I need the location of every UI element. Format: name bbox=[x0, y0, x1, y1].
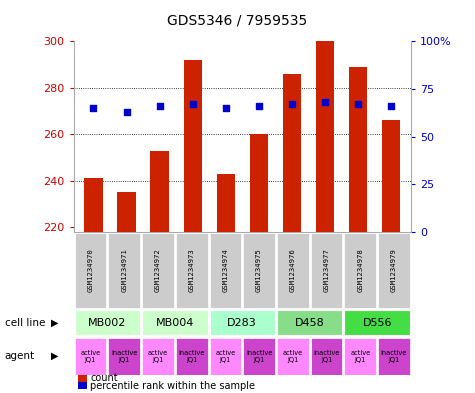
Text: MB002: MB002 bbox=[88, 318, 126, 328]
Bar bbox=[85, 178, 103, 232]
Text: GSM1234970: GSM1234970 bbox=[87, 248, 94, 292]
Point bbox=[123, 108, 130, 115]
Text: active
JQ1: active JQ1 bbox=[215, 349, 236, 363]
Text: ▶: ▶ bbox=[51, 351, 58, 361]
Bar bbox=[108, 338, 140, 375]
Bar bbox=[108, 233, 140, 308]
Text: active
JQ1: active JQ1 bbox=[80, 349, 101, 363]
Bar bbox=[75, 338, 106, 375]
Bar bbox=[277, 310, 342, 335]
Bar bbox=[183, 60, 202, 232]
Point bbox=[222, 105, 229, 111]
Text: D458: D458 bbox=[295, 318, 324, 328]
Point bbox=[90, 105, 97, 111]
Bar bbox=[316, 41, 334, 232]
Text: inactive
JQ1: inactive JQ1 bbox=[246, 349, 272, 363]
Bar bbox=[311, 233, 342, 308]
Bar bbox=[176, 338, 208, 375]
Text: count: count bbox=[90, 373, 118, 384]
Point bbox=[255, 103, 263, 109]
Bar bbox=[382, 120, 400, 232]
Bar bbox=[344, 233, 376, 308]
Bar bbox=[349, 67, 367, 232]
Bar bbox=[250, 134, 268, 232]
Text: active
JQ1: active JQ1 bbox=[283, 349, 303, 363]
Text: agent: agent bbox=[5, 351, 35, 361]
Bar bbox=[344, 310, 410, 335]
Bar bbox=[75, 233, 106, 308]
Bar bbox=[277, 338, 309, 375]
Text: GDS5346 / 7959535: GDS5346 / 7959535 bbox=[167, 14, 308, 28]
Bar bbox=[142, 233, 174, 308]
Bar bbox=[378, 233, 410, 308]
Text: GSM1234975: GSM1234975 bbox=[256, 248, 262, 292]
Point bbox=[288, 101, 295, 107]
Bar bbox=[142, 338, 174, 375]
Bar bbox=[142, 310, 208, 335]
Text: GSM1234976: GSM1234976 bbox=[290, 248, 296, 292]
Bar bbox=[344, 338, 376, 375]
Point bbox=[189, 101, 197, 107]
Point bbox=[156, 103, 163, 109]
Text: GSM1234978: GSM1234978 bbox=[357, 248, 363, 292]
Text: inactive
JQ1: inactive JQ1 bbox=[314, 349, 340, 363]
Text: active
JQ1: active JQ1 bbox=[148, 349, 168, 363]
Text: inactive
JQ1: inactive JQ1 bbox=[111, 349, 137, 363]
Bar bbox=[209, 310, 275, 335]
Bar bbox=[217, 174, 235, 232]
Text: GSM1234979: GSM1234979 bbox=[391, 248, 397, 292]
Text: inactive
JQ1: inactive JQ1 bbox=[381, 349, 407, 363]
Text: D283: D283 bbox=[228, 318, 257, 328]
Bar bbox=[283, 74, 301, 232]
Text: percentile rank within the sample: percentile rank within the sample bbox=[90, 380, 255, 391]
Text: cell line: cell line bbox=[5, 318, 45, 328]
Text: GSM1234973: GSM1234973 bbox=[189, 248, 195, 292]
Bar bbox=[209, 233, 241, 308]
Point bbox=[321, 99, 329, 105]
Text: D556: D556 bbox=[362, 318, 392, 328]
Bar bbox=[378, 338, 410, 375]
Bar bbox=[75, 310, 140, 335]
Bar bbox=[243, 233, 275, 308]
Point bbox=[387, 103, 395, 109]
Bar bbox=[117, 192, 136, 232]
Text: GSM1234974: GSM1234974 bbox=[222, 248, 228, 292]
Text: GSM1234977: GSM1234977 bbox=[323, 248, 330, 292]
Bar bbox=[277, 233, 309, 308]
Text: ▶: ▶ bbox=[51, 318, 58, 328]
Text: GSM1234972: GSM1234972 bbox=[155, 248, 161, 292]
Text: active
JQ1: active JQ1 bbox=[350, 349, 370, 363]
Bar bbox=[209, 338, 241, 375]
Bar bbox=[311, 338, 342, 375]
Text: inactive
JQ1: inactive JQ1 bbox=[179, 349, 205, 363]
Bar bbox=[151, 151, 169, 232]
Text: MB004: MB004 bbox=[156, 318, 194, 328]
Point bbox=[354, 101, 362, 107]
Text: GSM1234971: GSM1234971 bbox=[121, 248, 127, 292]
Bar bbox=[176, 233, 208, 308]
Bar bbox=[243, 338, 275, 375]
